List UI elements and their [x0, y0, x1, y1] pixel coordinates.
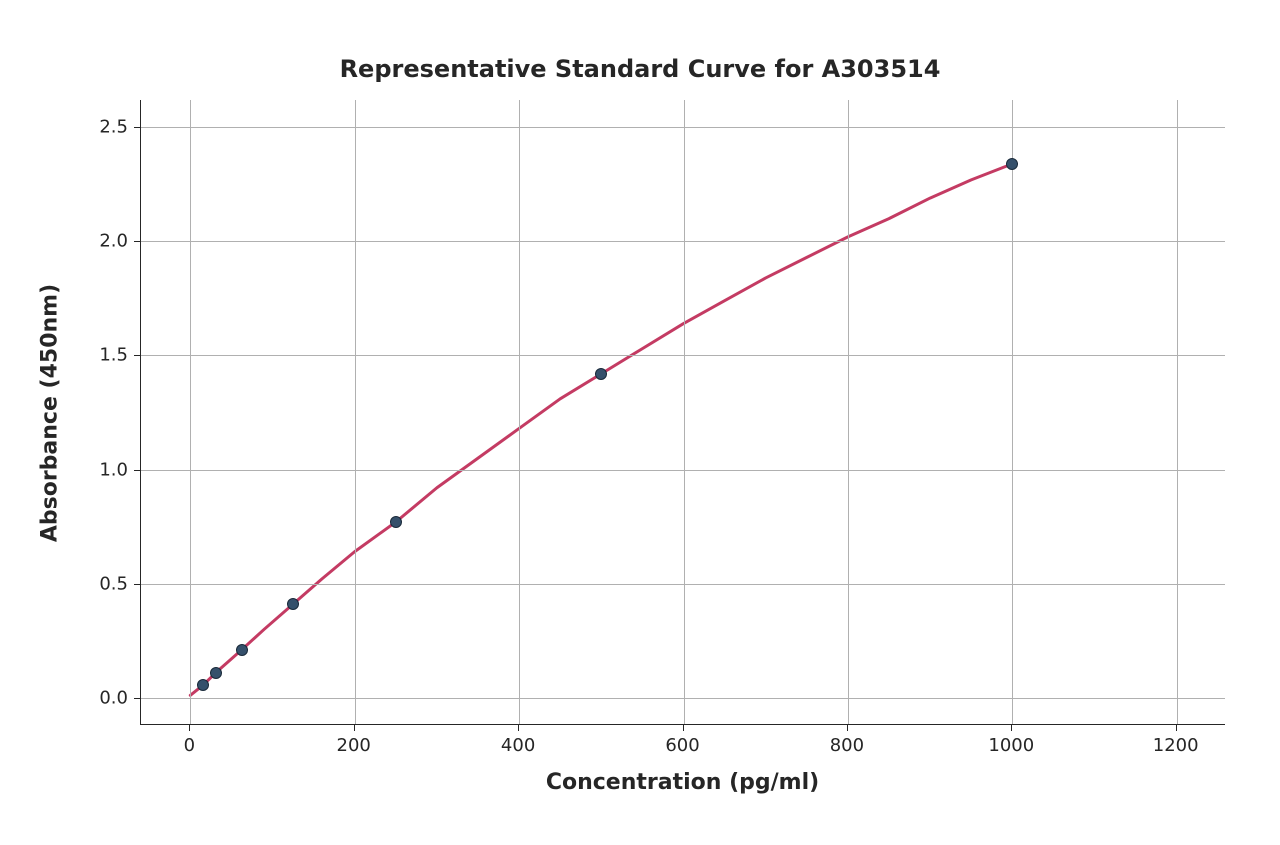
x-tick-label: 1200 — [1153, 735, 1199, 756]
x-tick — [354, 725, 355, 731]
y-tick-label: 2.0 — [99, 231, 128, 252]
grid-line-vertical — [519, 100, 520, 724]
grid-line-vertical — [684, 100, 685, 724]
y-tick-label: 1.0 — [99, 459, 128, 480]
grid-line-vertical — [848, 100, 849, 724]
x-tick-label: 0 — [184, 735, 195, 756]
x-tick — [1011, 725, 1012, 731]
y-tick — [134, 355, 140, 356]
x-tick — [683, 725, 684, 731]
data-point — [287, 598, 299, 610]
x-tick — [1176, 725, 1177, 731]
data-point — [390, 516, 402, 528]
data-point — [210, 667, 222, 679]
x-tick-label: 1000 — [988, 735, 1034, 756]
grid-line-vertical — [355, 100, 356, 724]
y-tick-label: 1.5 — [99, 345, 128, 366]
grid-line-horizontal — [141, 698, 1225, 699]
chart-container: Representative Standard Curve for A30351… — [0, 0, 1280, 845]
x-tick-label: 600 — [665, 735, 699, 756]
grid-line-horizontal — [141, 241, 1225, 242]
plot-area — [140, 100, 1225, 725]
data-point — [1006, 158, 1018, 170]
y-tick-label: 0.0 — [99, 687, 128, 708]
x-axis-label: Concentration (pg/ml) — [546, 770, 819, 795]
x-tick-label: 200 — [337, 735, 371, 756]
grid-line-vertical — [190, 100, 191, 724]
grid-line-horizontal — [141, 355, 1225, 356]
data-point — [236, 644, 248, 656]
y-tick — [134, 698, 140, 699]
y-tick-label: 0.5 — [99, 573, 128, 594]
x-tick — [189, 725, 190, 731]
grid-line-horizontal — [141, 470, 1225, 471]
y-tick-label: 2.5 — [99, 117, 128, 138]
grid-line-horizontal — [141, 127, 1225, 128]
x-tick-label: 800 — [830, 735, 864, 756]
chart-title: Representative Standard Curve for A30351… — [0, 55, 1280, 83]
x-tick — [847, 725, 848, 731]
y-tick — [134, 470, 140, 471]
y-tick — [134, 241, 140, 242]
x-tick — [518, 725, 519, 731]
fitted-curve — [190, 164, 1012, 695]
x-tick-label: 400 — [501, 735, 535, 756]
y-axis-label: Absorbance (450nm) — [38, 283, 63, 541]
data-point — [595, 368, 607, 380]
y-tick — [134, 127, 140, 128]
y-tick — [134, 584, 140, 585]
grid-line-horizontal — [141, 584, 1225, 585]
grid-line-vertical — [1177, 100, 1178, 724]
data-point — [197, 679, 209, 691]
grid-line-vertical — [1012, 100, 1013, 724]
